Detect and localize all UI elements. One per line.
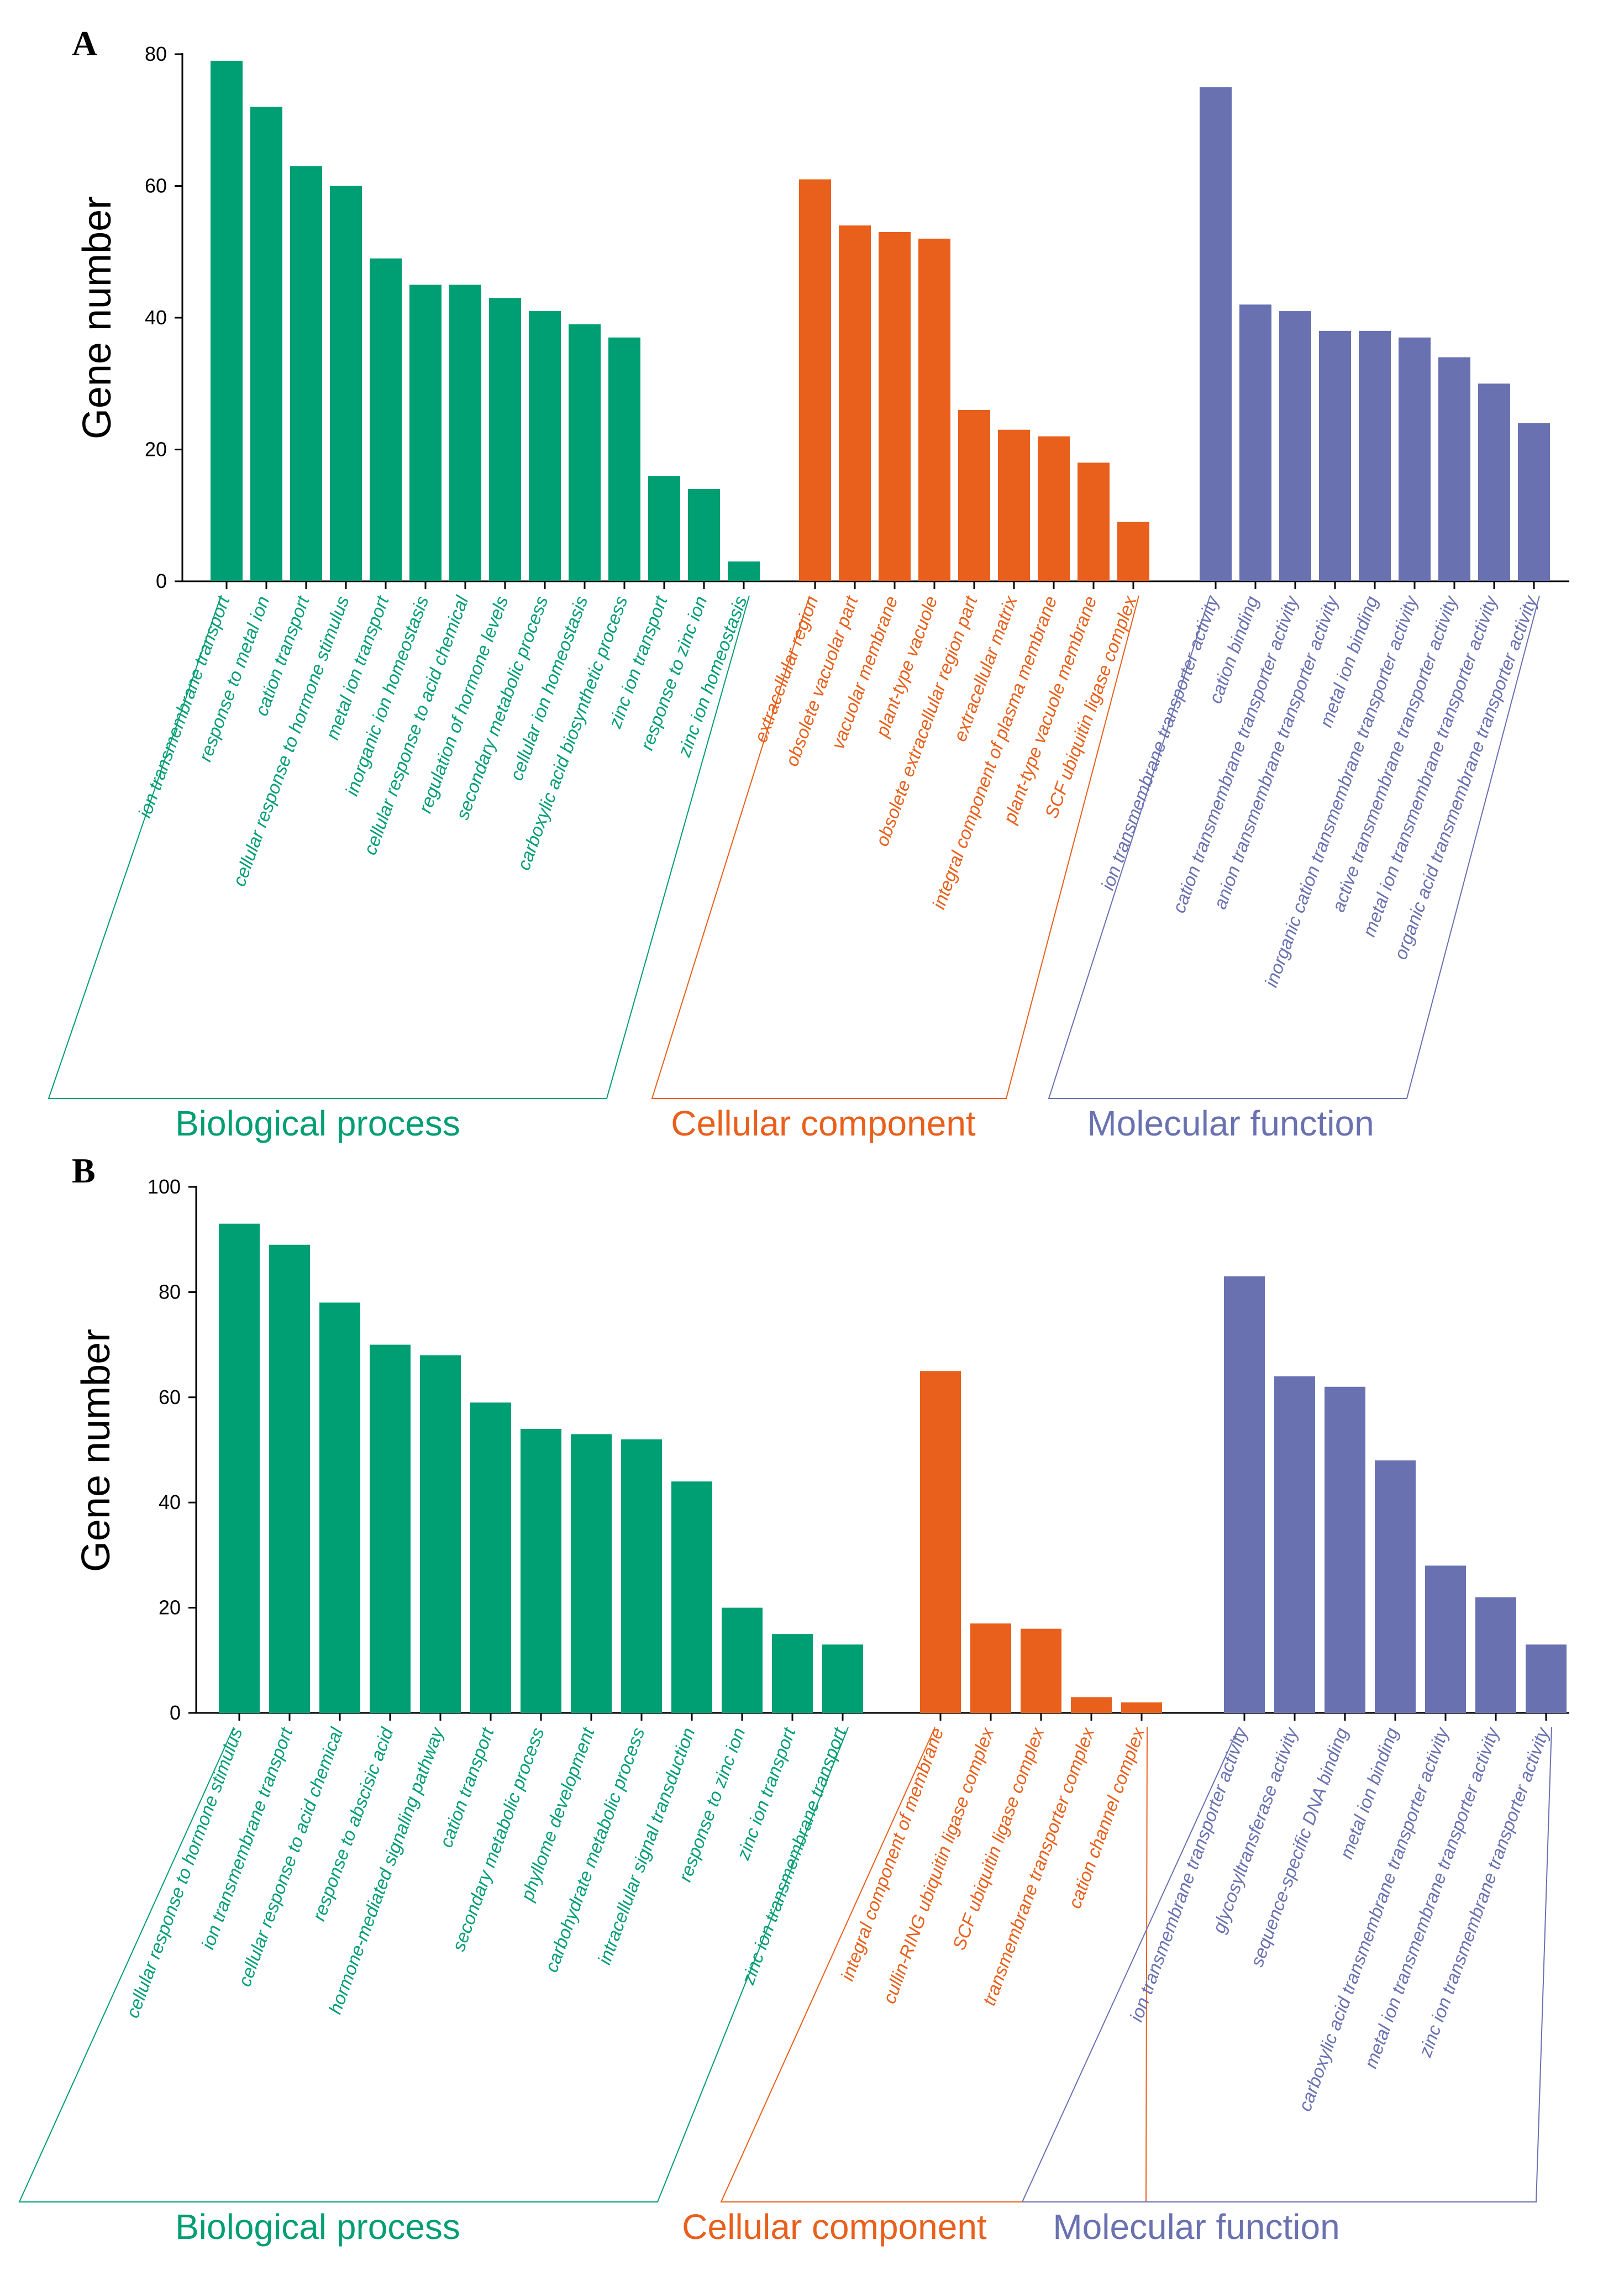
bar-cellular-ion-homeostasis: [569, 324, 601, 581]
bar-transmembrane-transporter-complex: [1071, 1697, 1112, 1713]
bar-metal-ion-transport: [370, 258, 402, 581]
bar-cellular-response-to-hormone-stimulus: [219, 1223, 260, 1713]
y-tick-label: 20: [145, 438, 167, 461]
bar-cation-transport: [290, 166, 322, 582]
bar-carboxylic-acid-transmembrane-transporter-activity: [1425, 1565, 1466, 1713]
bar-zinc-ion-transport: [772, 1634, 813, 1713]
bar-scf-ubiquitin-ligase-complex: [1117, 522, 1149, 581]
y-axis-title: Gene number: [75, 196, 119, 439]
bar-regulation-of-hormone-levels: [489, 298, 521, 581]
bar-cullin-ring-ubiquitin-ligase-complex: [970, 1623, 1011, 1713]
bar-response-to-zinc-ion: [688, 489, 720, 581]
y-tick-label: 40: [145, 306, 167, 329]
bar-anion-transmembrane-transporter-activity: [1319, 330, 1351, 581]
y-tick-label: 40: [159, 1491, 181, 1513]
bar-obsolete-extracellular-region-part: [958, 409, 990, 581]
bar-response-to-metal-ion: [250, 107, 282, 581]
bar-vacuolar-membrane: [879, 232, 911, 582]
bar-active-transmembrane-transporter-activity: [1438, 357, 1470, 581]
bar-plant-type-vacuole: [918, 238, 950, 581]
bar-hormone-mediated-signaling-pathway: [420, 1355, 461, 1713]
bar-obsolete-vacuolar-part: [839, 225, 871, 581]
bar-metal-ion-binding: [1359, 330, 1391, 581]
group-bracket: [18, 1727, 849, 2202]
y-tick-label: 0: [156, 570, 167, 592]
bar-cation-transmembrane-transporter-activity: [1279, 311, 1311, 581]
bar-zinc-ion-transmembrane-transporter-activity: [1526, 1644, 1567, 1713]
bar-secondary-metabolic-process: [529, 311, 561, 581]
bar-extracellular-region: [799, 179, 831, 581]
bar-glycosyltransferase-activity: [1274, 1376, 1315, 1713]
bar-inorganic-ion-homeostasis: [409, 285, 442, 581]
bar-cellular-response-to-hormone-stimulus: [330, 186, 362, 581]
group-title-biological-process: Biological process: [175, 2207, 460, 2247]
bar-ion-transmembrane-transporter-activity: [1200, 87, 1232, 581]
bar-metal-ion-binding: [1375, 1460, 1416, 1713]
bar-ion-transmembrane-transporter-activity: [1224, 1276, 1265, 1713]
bar-metal-ion-transmembrane-transporter-activity: [1475, 1597, 1516, 1713]
group-title-cellular-component: Cellular component: [671, 1103, 976, 1143]
group-bracket: [720, 1727, 1148, 2202]
bar-integral-component-of-membrane: [920, 1371, 961, 1713]
category-label: secondary metabolic process: [448, 1725, 548, 1954]
bar-sequence-specific-dna-binding: [1325, 1386, 1365, 1713]
category-label: SCF ubiquitin ligase complex: [948, 1724, 1048, 1952]
group-bracket: [48, 595, 750, 1099]
bar-extracellular-matrix: [998, 429, 1030, 581]
bar-carbohydrate-metabolic-process: [621, 1439, 662, 1713]
group-title-molecular-function: Molecular function: [1087, 1103, 1374, 1143]
bar-cation-binding: [1239, 304, 1271, 581]
bar-phyllome-development: [571, 1434, 612, 1713]
y-tick-label: 20: [159, 1596, 181, 1619]
group-title-molecular-function: Molecular function: [1053, 2207, 1339, 2247]
bar-cellular-response-to-acid-chemical: [449, 285, 481, 581]
bar-zinc-ion-homeostasis: [728, 561, 760, 581]
bar-secondary-metabolic-process: [521, 1428, 561, 1713]
group-bracket: [1021, 1727, 1552, 2202]
bar-response-to-zinc-ion: [722, 1607, 763, 1713]
y-tick-label: 80: [159, 1280, 181, 1303]
category-label: ion transmembrane transport: [197, 1724, 297, 1952]
bar-carboxylic-acid-biosynthetic-process: [608, 337, 640, 581]
category-label: integral component of membrane: [837, 1725, 947, 1984]
bar-intracellular-signal-transduction: [671, 1481, 712, 1713]
y-tick-label: 60: [145, 175, 167, 197]
bar-ion-transmembrane-transport: [269, 1244, 310, 1713]
category-label: sequence-specific DNA binding: [1246, 1725, 1352, 1969]
bar-scf-ubiquitin-ligase-complex: [1021, 1628, 1061, 1713]
group-title-cellular-component: Cellular component: [682, 2207, 987, 2247]
panel-letter: B: [72, 1151, 96, 1190]
y-axis-title: Gene number: [74, 1329, 118, 1572]
category-label: carbohydrate metabolic process: [541, 1725, 649, 1975]
bar-zinc-ion-transmembrane-transport: [822, 1644, 863, 1713]
bar-cation-transport: [470, 1402, 511, 1713]
bar-cation-channel-complex: [1121, 1702, 1162, 1713]
category-label: cation transport: [435, 1724, 498, 1850]
group-title-biological-process: Biological process: [175, 1103, 460, 1143]
bar-inorganic-cation-transmembrane-transporter-activity: [1399, 337, 1431, 581]
y-tick-label: 60: [159, 1386, 181, 1408]
category-label: intracellular signal transduction: [594, 1725, 699, 1967]
bar-plant-type-vacuole-membrane: [1078, 462, 1110, 581]
bar-zinc-ion-transport: [648, 476, 680, 581]
panel-letter: A: [72, 24, 97, 63]
y-tick-label: 100: [148, 1175, 181, 1198]
group-bracket: [1048, 595, 1540, 1099]
y-tick-label: 80: [145, 43, 167, 65]
bar-response-to-abscisic-acid: [370, 1344, 411, 1713]
bar-ion-transmembrane-transport: [211, 60, 243, 582]
bar-cellular-response-to-acid-chemical: [319, 1302, 360, 1713]
group-bracket: [651, 595, 1139, 1099]
bar-integral-component-of-plasma-membrane: [1038, 436, 1070, 581]
bar-organic-acid-transmembrane-transporter-activity: [1518, 423, 1550, 581]
bar-metal-ion-transmembrane-transporter-activity: [1478, 383, 1510, 581]
y-tick-label: 0: [170, 1701, 181, 1724]
